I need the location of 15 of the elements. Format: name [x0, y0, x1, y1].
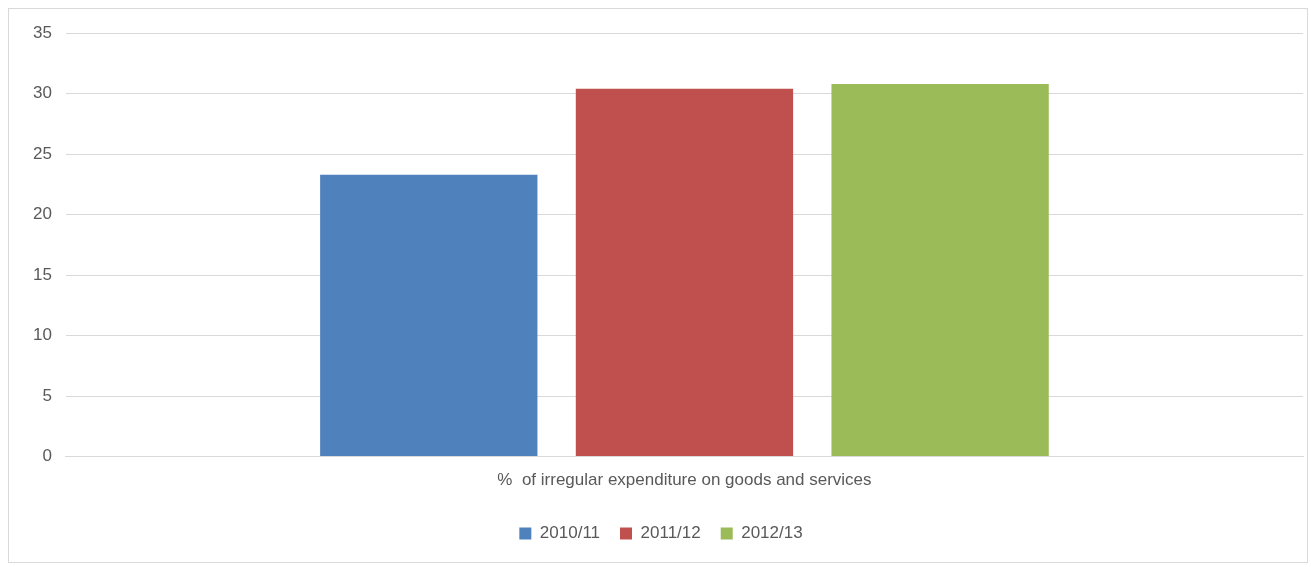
y-tick-label: 35	[32, 22, 52, 42]
y-tick-label: 10	[32, 325, 52, 345]
bar	[320, 174, 538, 457]
legend-label: 2010/11	[539, 523, 601, 543]
y-tick-label: 20	[32, 204, 52, 224]
y-tick-label: 25	[32, 143, 52, 163]
legend-label: 2011/12	[640, 523, 701, 543]
bar	[575, 88, 794, 457]
legend-label: 2012/13	[741, 523, 803, 543]
y-tick-label: 0	[42, 446, 52, 466]
y-tick-label: 5	[42, 385, 52, 405]
bar	[831, 84, 1049, 457]
y-tick-label: 30	[32, 83, 52, 103]
x-tick-label: % of irregular expenditure on goods and services	[497, 470, 872, 490]
y-tick-label: 15	[32, 264, 52, 284]
